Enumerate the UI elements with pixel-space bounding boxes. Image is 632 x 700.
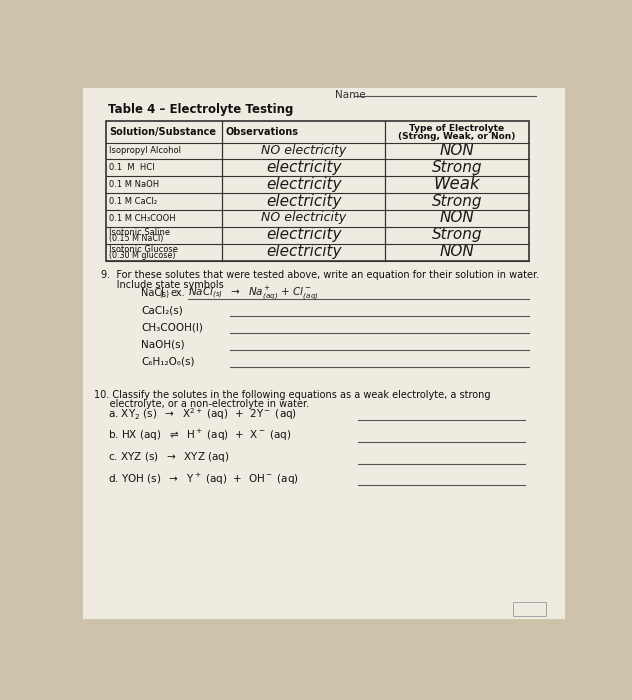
Text: NaCl$_{\mathregular{(s)}}$  $\rightarrow$  Na$^+_{\mathregular{(aq)}}$ + Cl$^-_{: NaCl$_{\mathregular{(s)}}$ $\rightarrow$… — [188, 284, 319, 302]
Text: C₆H₁₂O₆(s): C₆H₁₂O₆(s) — [141, 356, 195, 366]
Text: CH₃COOH(l): CH₃COOH(l) — [141, 322, 203, 332]
Text: electricity: electricity — [266, 228, 341, 242]
Text: Isotonic Glucose: Isotonic Glucose — [109, 245, 178, 253]
Text: Strong: Strong — [432, 193, 482, 209]
Text: Solution/Substance: Solution/Substance — [109, 127, 216, 136]
Text: NO electricity: NO electricity — [261, 211, 346, 225]
Text: Strong: Strong — [432, 228, 482, 242]
Text: Name: Name — [335, 90, 365, 100]
Text: Isopropyl Alcohol: Isopropyl Alcohol — [109, 146, 181, 155]
Text: electricity: electricity — [266, 176, 341, 192]
Text: (0.15 M NaCl): (0.15 M NaCl) — [109, 234, 164, 243]
Text: Include state symbols: Include state symbols — [100, 279, 224, 290]
Text: Isotonic Saline: Isotonic Saline — [109, 228, 171, 237]
Text: c. XYZ (s)  $\rightarrow$  XYZ (aq): c. XYZ (s) $\rightarrow$ XYZ (aq) — [109, 451, 230, 465]
Bar — [513, 602, 545, 616]
Text: Weak: Weak — [434, 175, 480, 193]
Bar — [106, 121, 528, 261]
Text: (Strong, Weak, or Non): (Strong, Weak, or Non) — [398, 132, 516, 141]
Text: Strong: Strong — [432, 160, 482, 175]
Text: CaCl₂(s): CaCl₂(s) — [141, 305, 183, 316]
Text: 0.1 M NaOH: 0.1 M NaOH — [109, 181, 159, 190]
Text: NaCl: NaCl — [141, 288, 164, 298]
Text: a. XY$_2$ (s)  $\rightarrow$  X$^{2+}$ (aq)  +  2Y$^-$ (aq): a. XY$_2$ (s) $\rightarrow$ X$^{2+}$ (aq… — [109, 407, 298, 422]
Text: 0.1 M CH₃COOH: 0.1 M CH₃COOH — [109, 214, 176, 223]
Text: (s): (s) — [160, 290, 169, 300]
Text: Observations: Observations — [226, 127, 298, 136]
Text: electricity: electricity — [266, 193, 341, 209]
Text: 0.1 M CaCl₂: 0.1 M CaCl₂ — [109, 197, 157, 206]
Text: electrolyte, or a non-electrolyte in water.: electrolyte, or a non-electrolyte in wat… — [95, 399, 310, 409]
Text: NaOH(s): NaOH(s) — [141, 340, 185, 349]
Text: (0.30 M glucose): (0.30 M glucose) — [109, 251, 176, 260]
Text: ex.: ex. — [171, 288, 185, 298]
Text: NON: NON — [439, 211, 474, 225]
Text: NON: NON — [439, 244, 474, 260]
Text: b. HX (aq)  $\rightleftharpoons$  H$^+$ (aq)  +  X$^-$ (aq): b. HX (aq) $\rightleftharpoons$ H$^+$ (a… — [109, 428, 292, 443]
Text: Type of Electrolyte: Type of Electrolyte — [410, 124, 504, 133]
Text: Table 4 – Electrolyte Testing: Table 4 – Electrolyte Testing — [107, 104, 293, 116]
Text: d. YOH (s)  $\rightarrow$  Y$^+$ (aq)  +  OH$^-$ (aq): d. YOH (s) $\rightarrow$ Y$^+$ (aq) + OH… — [109, 472, 299, 486]
Text: electricity: electricity — [266, 244, 341, 260]
Text: 10. Classify the solutes in the following equations as a weak electrolyte, a str: 10. Classify the solutes in the followin… — [95, 390, 491, 400]
Text: NO electricity: NO electricity — [261, 144, 346, 157]
Text: 0.1  M  HCI: 0.1 M HCI — [109, 163, 155, 172]
Text: 9.  For these solutes that were tested above, write an equation for their soluti: 9. For these solutes that were tested ab… — [100, 270, 539, 280]
Text: NON: NON — [439, 143, 474, 158]
Text: electricity: electricity — [266, 160, 341, 175]
